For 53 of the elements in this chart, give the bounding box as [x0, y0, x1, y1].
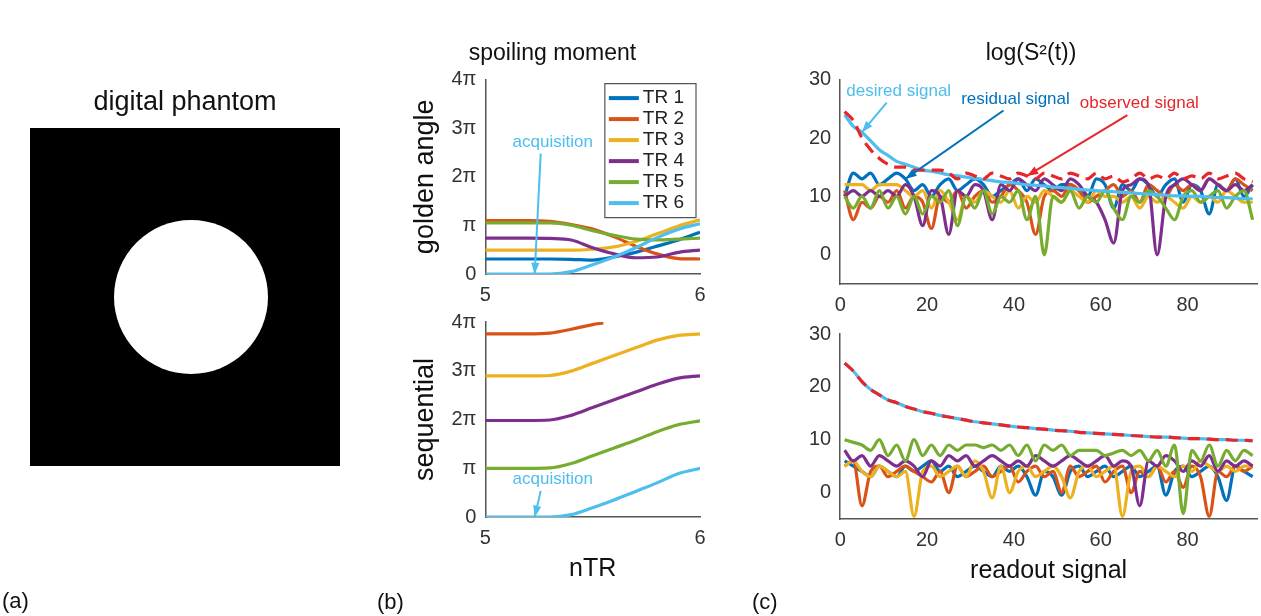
- y-tick-label: 2π: [451, 407, 477, 430]
- x-tick-label: 0: [834, 527, 846, 550]
- legend-label: TR 5: [642, 170, 685, 192]
- legend-label: TR 3: [642, 128, 685, 150]
- y-axis-title: golden angle: [408, 99, 439, 255]
- chart-title: spoiling moment: [468, 39, 637, 66]
- x-tick-label: 80: [1176, 527, 1199, 550]
- y-tick-label: 2π: [451, 164, 477, 187]
- legend-label: TR 1: [642, 86, 685, 108]
- text: digital phantom: [92, 86, 278, 117]
- annotation: desired signal: [846, 80, 952, 100]
- x-tick-label: 0: [834, 292, 846, 315]
- x-axis-title: nTR: [569, 552, 617, 581]
- chart-title: log(S²(t)): [985, 39, 1077, 66]
- y-tick-label: 10: [809, 183, 832, 206]
- x-tick-label: 60: [1089, 527, 1112, 550]
- legend-label: TR 2: [642, 107, 685, 129]
- y-axis-title: sequential: [408, 357, 439, 482]
- x-tick-label: 40: [1002, 292, 1026, 315]
- annotation: acquisition: [512, 469, 593, 489]
- annotation: residual signal: [961, 88, 1070, 108]
- y-tick-label: 3π: [451, 115, 477, 138]
- annotation: acquisition: [512, 131, 593, 151]
- y-tick-label: 20: [809, 374, 832, 397]
- x-tick-label: 40: [1002, 527, 1026, 550]
- x-tick-label: 5: [479, 282, 491, 305]
- y-tick-label: π: [462, 455, 477, 478]
- y-tick-label: 10: [809, 427, 832, 450]
- text: (b): [377, 589, 404, 615]
- y-tick-label: 20: [809, 125, 832, 148]
- y-tick-label: 0: [820, 480, 832, 503]
- x-tick-label: 6: [694, 282, 706, 305]
- y-tick-label: 30: [809, 321, 832, 344]
- x-tick-label: 20: [915, 292, 939, 315]
- x-tick-label: 80: [1176, 292, 1199, 315]
- legend-label: TR 4: [642, 149, 685, 171]
- x-tick-label: 5: [479, 525, 491, 548]
- y-tick-label: 0: [465, 261, 477, 284]
- y-tick-label: 30: [809, 67, 832, 90]
- y-tick-label: 0: [465, 504, 477, 527]
- x-axis-title: readout signal: [970, 554, 1128, 583]
- text: (c): [752, 589, 778, 615]
- annotation: observed signal: [1079, 93, 1199, 113]
- y-tick-label: 3π: [451, 358, 477, 381]
- x-tick-label: 20: [915, 527, 939, 550]
- y-tick-label: 0: [820, 242, 832, 265]
- legend-label: TR 6: [642, 191, 685, 213]
- text: (a): [2, 588, 29, 614]
- x-tick-label: 6: [694, 525, 706, 548]
- x-tick-label: 60: [1089, 292, 1112, 315]
- y-tick-label: 4π: [451, 309, 477, 332]
- y-tick-label: 4π: [451, 67, 477, 90]
- y-tick-label: π: [462, 212, 477, 235]
